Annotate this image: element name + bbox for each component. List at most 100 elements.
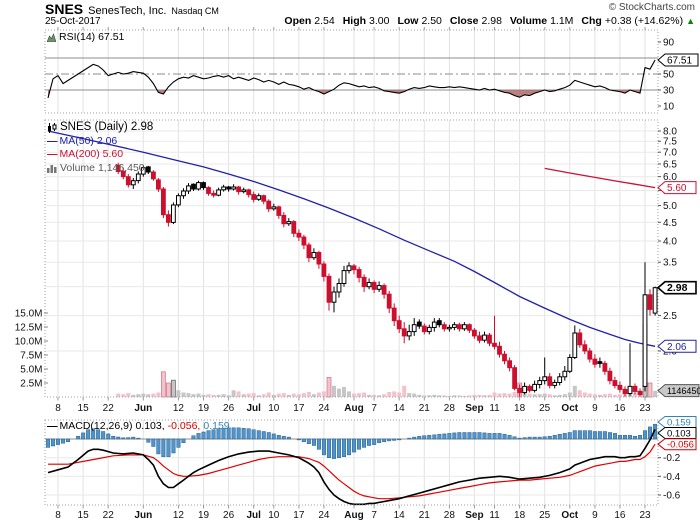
macd-histogram-bar: [91, 428, 96, 440]
macd-histogram-bar: [462, 432, 467, 440]
macd-histogram-bar: [301, 438, 306, 443]
x-axis-label: 28: [444, 403, 456, 414]
macd-histogram-bar: [281, 435, 286, 440]
macd-histogram-bar: [572, 430, 577, 440]
x-axis-label: 19: [198, 510, 210, 521]
volume-bar: [151, 393, 156, 397]
volume-bar: [332, 385, 336, 397]
candle-body: [271, 206, 277, 210]
volume-bar: [116, 393, 121, 397]
macd-histogram-bar: [61, 438, 66, 444]
x-axis-label: 24: [318, 510, 330, 521]
macd-histogram-bar: [46, 438, 51, 448]
x-axis-label: 16: [614, 510, 626, 521]
macd-histogram-bar: [392, 438, 397, 441]
price-callout: [657, 181, 697, 195]
volume-bar: [246, 393, 251, 397]
macd-histogram-bar: [271, 433, 276, 440]
macd-histogram-bar: [567, 432, 572, 440]
volume-bar: [251, 393, 256, 397]
ticker-symbol: SNES: [45, 1, 84, 17]
volume-callout-label: 1146450: [667, 386, 700, 396]
macd-histogram-bar: [131, 436, 136, 440]
macd-histogram-bar: [527, 436, 532, 440]
candle-body: [391, 307, 397, 322]
macd-histogram-bar: [241, 428, 246, 440]
volume-bar: [507, 393, 512, 397]
volume-bar: [582, 392, 587, 397]
volume-axis-label: 2.5M: [20, 379, 42, 390]
x-axis-label: 11: [489, 510, 500, 521]
chg-up-arrow-icon: ▲: [686, 16, 695, 26]
volume-bar: [221, 394, 226, 397]
candle-body: [176, 195, 181, 206]
x-axis-label: 22: [103, 510, 115, 521]
volume-bar: [562, 394, 567, 397]
candle-body: [216, 189, 221, 196]
candle-body: [406, 331, 412, 337]
y-axis-label: 50: [663, 70, 675, 81]
volume-bar: [612, 394, 617, 397]
rsi-callout: [657, 53, 699, 67]
volume-bar: [392, 391, 397, 397]
volume-bar: [633, 393, 637, 397]
price-legend-label: SNES (Daily) 2.98: [60, 121, 154, 133]
macd-histogram-bar: [352, 438, 357, 453]
candle-body: [492, 342, 497, 347]
volume-bar: [347, 391, 351, 397]
volume-bar: [597, 394, 602, 397]
volume-bar: [352, 393, 356, 397]
price-legend: SNES (Daily) 2.98 — MA(50) 2.06 — MA(200…: [47, 121, 153, 175]
volume-bar: [447, 395, 452, 397]
candle-body: [115, 164, 121, 172]
candle-body: [181, 190, 186, 197]
y-axis-label: 4.0: [663, 236, 677, 247]
candle-body: [241, 189, 247, 193]
volume-bar: [437, 395, 442, 397]
macd-histogram-bar: [557, 434, 562, 440]
macd-histogram-bar: [627, 435, 632, 440]
macd-histogram-bar: [311, 438, 316, 446]
macd-histogram-bar: [542, 436, 547, 440]
macd-histogram-bar: [136, 437, 141, 440]
x-axis-label: 21: [419, 403, 431, 414]
candle-body: [341, 270, 347, 285]
macd-histogram-bar: [612, 433, 617, 440]
macd-histogram-bar: [236, 427, 241, 440]
volume-bar: [532, 394, 537, 397]
candle-body: [261, 195, 267, 202]
y-axis-label: 4.5: [663, 218, 677, 229]
ma200-line: [544, 167, 656, 189]
macd-signal-line: [48, 443, 656, 500]
macd-histogram-bar: [602, 431, 607, 440]
macd-histogram-bar: [296, 438, 301, 441]
candle-body: [447, 326, 452, 330]
y-axis-label: 5.0: [663, 201, 677, 212]
volume-bar: [417, 394, 422, 397]
volume-bar: [291, 393, 296, 397]
candle-body: [281, 214, 287, 225]
macd-histogram-bar: [201, 431, 206, 440]
chart-date: 25-Oct-2017: [45, 16, 101, 27]
x-axis-label: 23: [639, 403, 651, 414]
candle-body: [441, 324, 447, 330]
candle-body: [577, 332, 583, 346]
macd-histogram-bar: [306, 438, 311, 444]
candle-body: [426, 326, 432, 333]
macd-histogram-bar: [211, 429, 216, 440]
candle-body: [477, 335, 482, 341]
macd-histogram-bar: [196, 433, 201, 440]
rsi-legend-label: RSI(14) 67.51: [59, 31, 125, 43]
candle-body: [567, 357, 573, 372]
x-axis-label: Aug: [344, 510, 363, 521]
volume-bar: [176, 390, 181, 397]
candle-body: [161, 188, 166, 216]
candle-body: [276, 206, 282, 216]
header-title-row: SNES SenesTech, Inc. Nasdaq CM: [45, 1, 219, 19]
macd-legend: — MACD(12,26,9) 0.103, -0.056, 0.159: [47, 420, 230, 434]
macd-signal-value: -0.056,: [167, 420, 201, 432]
volume-bar: [492, 392, 497, 397]
volume-bar: [276, 393, 281, 397]
macd-histogram-bar: [522, 437, 527, 440]
candle-body: [151, 171, 156, 180]
